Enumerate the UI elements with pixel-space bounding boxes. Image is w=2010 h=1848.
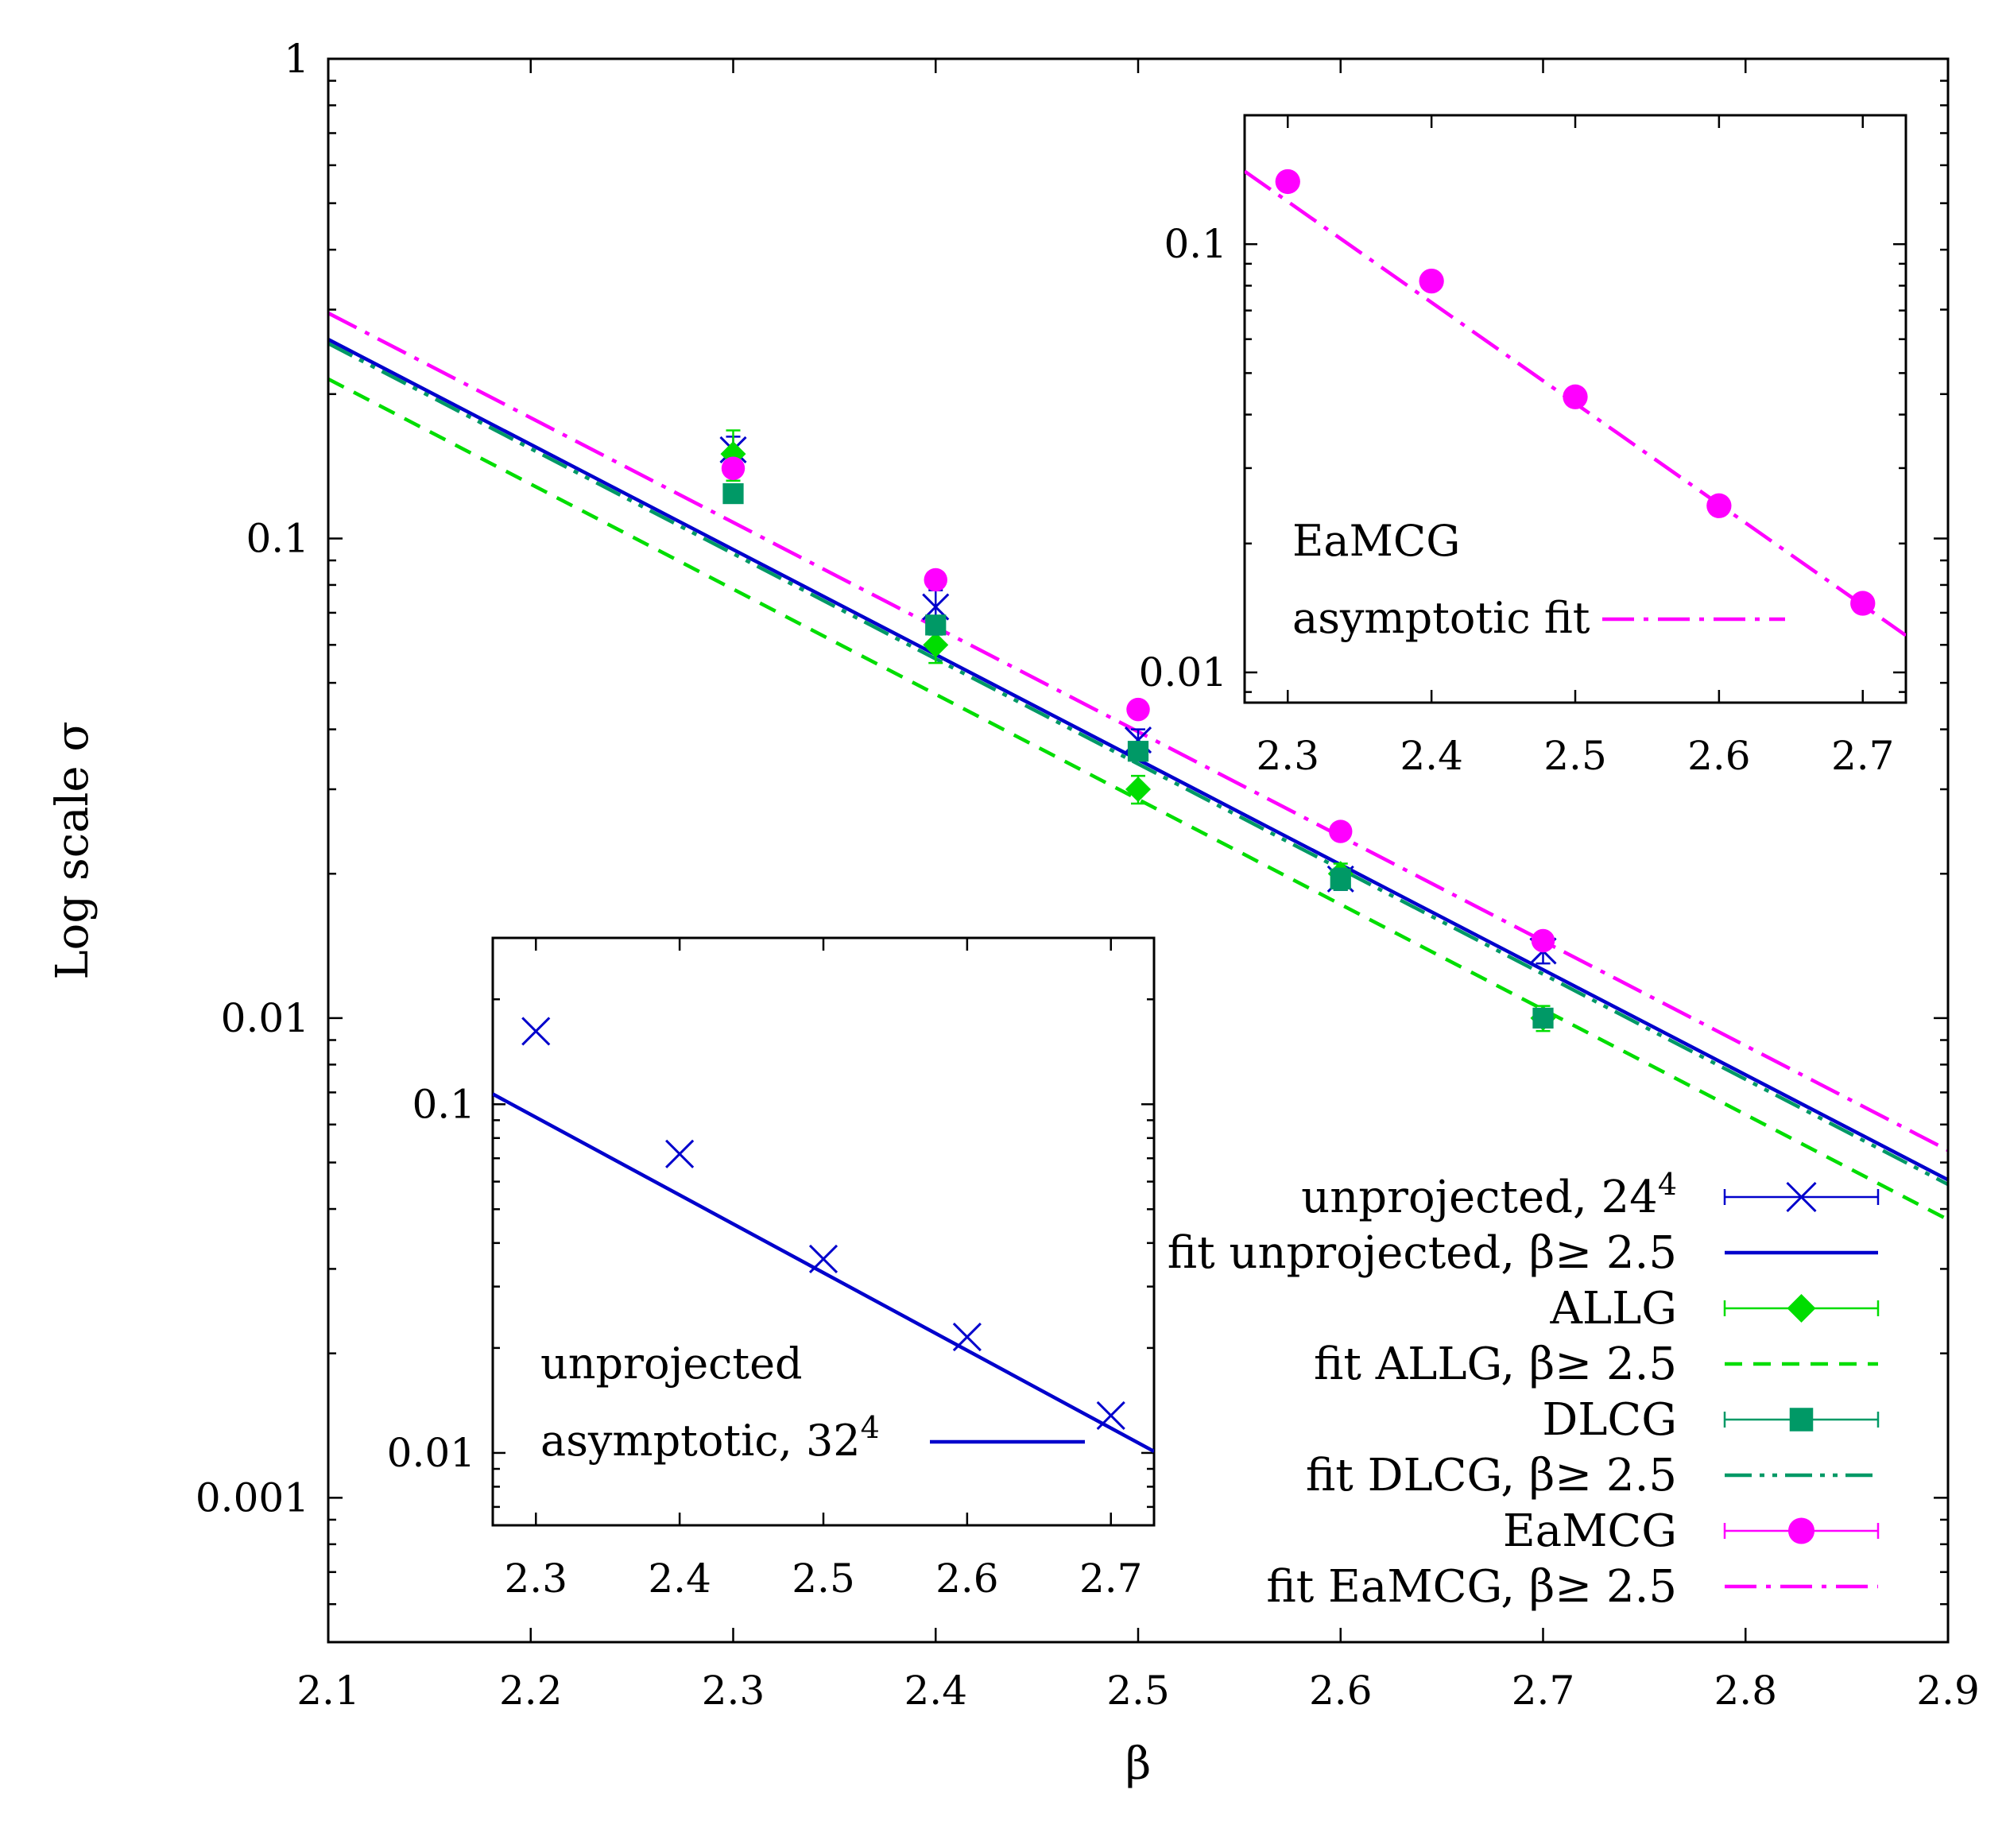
data-point xyxy=(923,632,949,658)
data-point xyxy=(1126,697,1150,722)
inset-label-line1: EaMCG xyxy=(1292,516,1460,566)
inset-label-line1: unprojected xyxy=(540,1339,803,1389)
legend-label-superscript: 4 xyxy=(1658,1167,1677,1202)
inset-label-superscript: 4 xyxy=(861,1410,880,1445)
inset-data-point xyxy=(1563,384,1588,409)
legend-label: fit DLCG, β≥ 2.5 xyxy=(1306,1450,1677,1501)
inset-x-tick-label: 2.7 xyxy=(1079,1555,1143,1602)
inset-y-tick-label: 0.01 xyxy=(387,1430,475,1476)
x-tick-label: 2.4 xyxy=(904,1668,967,1714)
data-point xyxy=(721,456,746,480)
inset-y-tick-label: 0.1 xyxy=(1164,221,1227,267)
data-point xyxy=(1125,776,1151,802)
inset-data-point xyxy=(1706,493,1732,518)
inset-x-tick-label: 2.3 xyxy=(504,1555,567,1602)
x-tick-label: 2.2 xyxy=(499,1668,563,1714)
data-point xyxy=(1127,741,1149,762)
inset-x-tick-label: 2.4 xyxy=(648,1555,711,1602)
x-tick-label: 2.1 xyxy=(296,1668,360,1714)
series-points xyxy=(721,456,1555,953)
legend-marker xyxy=(1786,1181,1817,1213)
legend-label: unprojected, 244 xyxy=(1301,1167,1677,1223)
inset-data-point xyxy=(665,1139,695,1168)
y-tick-label: 0.1 xyxy=(246,515,309,561)
x-tick-label: 2.5 xyxy=(1106,1668,1170,1714)
legend-label: fit unprojected, β≥ 2.5 xyxy=(1168,1227,1677,1279)
inset-x-tick-label: 2.6 xyxy=(1687,733,1751,779)
inset-x-tick-label: 2.6 xyxy=(935,1555,999,1602)
inset-label-line2: asymptotic, 324 xyxy=(540,1410,880,1466)
inset-frame xyxy=(491,936,1156,1527)
data-point xyxy=(925,614,947,636)
data-point xyxy=(1531,928,1555,953)
inset-x-tick-label: 2.5 xyxy=(792,1555,855,1602)
data-point xyxy=(1329,819,1353,843)
inset-data-point xyxy=(521,1017,551,1046)
x-tick-label: 2.3 xyxy=(702,1668,765,1714)
y-tick-label: 0.01 xyxy=(221,995,309,1041)
inset-x-tick-label: 2.7 xyxy=(1831,733,1895,779)
inset-x-tick-label: 2.5 xyxy=(1543,733,1607,779)
series-points xyxy=(722,482,1554,1029)
inset-data-point xyxy=(1275,169,1300,195)
legend-marker xyxy=(1787,1294,1816,1323)
inset-y-tick-label: 0.1 xyxy=(412,1081,475,1127)
inset-data-point xyxy=(1096,1401,1125,1430)
x-axis-label: β xyxy=(1125,1738,1151,1790)
inset-y-tick-label: 0.01 xyxy=(1139,649,1227,695)
y-axis-label: Log scale σ xyxy=(47,721,99,979)
inset-data-point xyxy=(808,1244,838,1273)
inset-data-point xyxy=(952,1323,982,1352)
inset-label-line2: asymptotic fit xyxy=(1292,593,1590,643)
legend-label: ALLG xyxy=(1549,1283,1677,1335)
inset-x-tick-label: 2.3 xyxy=(1256,733,1319,779)
data-point xyxy=(1330,868,1351,889)
legend-label: fit ALLG, β≥ 2.5 xyxy=(1314,1339,1677,1390)
fit-line xyxy=(328,342,1948,1187)
x-tick-label: 2.9 xyxy=(1916,1668,1980,1714)
fit-line xyxy=(328,377,1948,1222)
inset-data-point xyxy=(1850,591,1876,616)
inset-data-point xyxy=(1419,268,1444,294)
legend-marker xyxy=(1787,1517,1815,1544)
legend-marker xyxy=(1789,1408,1814,1432)
inset-eamcg: 2.3 2.4 2.5 2.6 2.7 0.01 0.1 EaMCG asymptotic fi… xyxy=(1139,114,1907,779)
data-point xyxy=(924,568,947,592)
y-tick-label: 1 xyxy=(284,36,309,82)
x-tick-label: 2.7 xyxy=(1512,1668,1575,1714)
inset-fit-line xyxy=(493,1092,1154,1454)
x-tick-label: 2.6 xyxy=(1309,1668,1373,1714)
inset-x-tick-label: 2.4 xyxy=(1400,733,1463,779)
legend-label: EaMCG xyxy=(1503,1505,1677,1557)
data-point xyxy=(1532,1007,1554,1029)
data-point xyxy=(722,482,744,505)
x-tick-label: 2.8 xyxy=(1714,1668,1777,1714)
legend-label: fit EaMCG, β≥ 2.5 xyxy=(1266,1561,1677,1613)
y-tick-label: 0.001 xyxy=(196,1474,309,1521)
legend-label: DLCG xyxy=(1542,1394,1677,1446)
inset-unprojected-32: 2.3 2.4 2.5 2.6 2.7 0.01 0.1 unprojected asympto… xyxy=(387,936,1156,1602)
